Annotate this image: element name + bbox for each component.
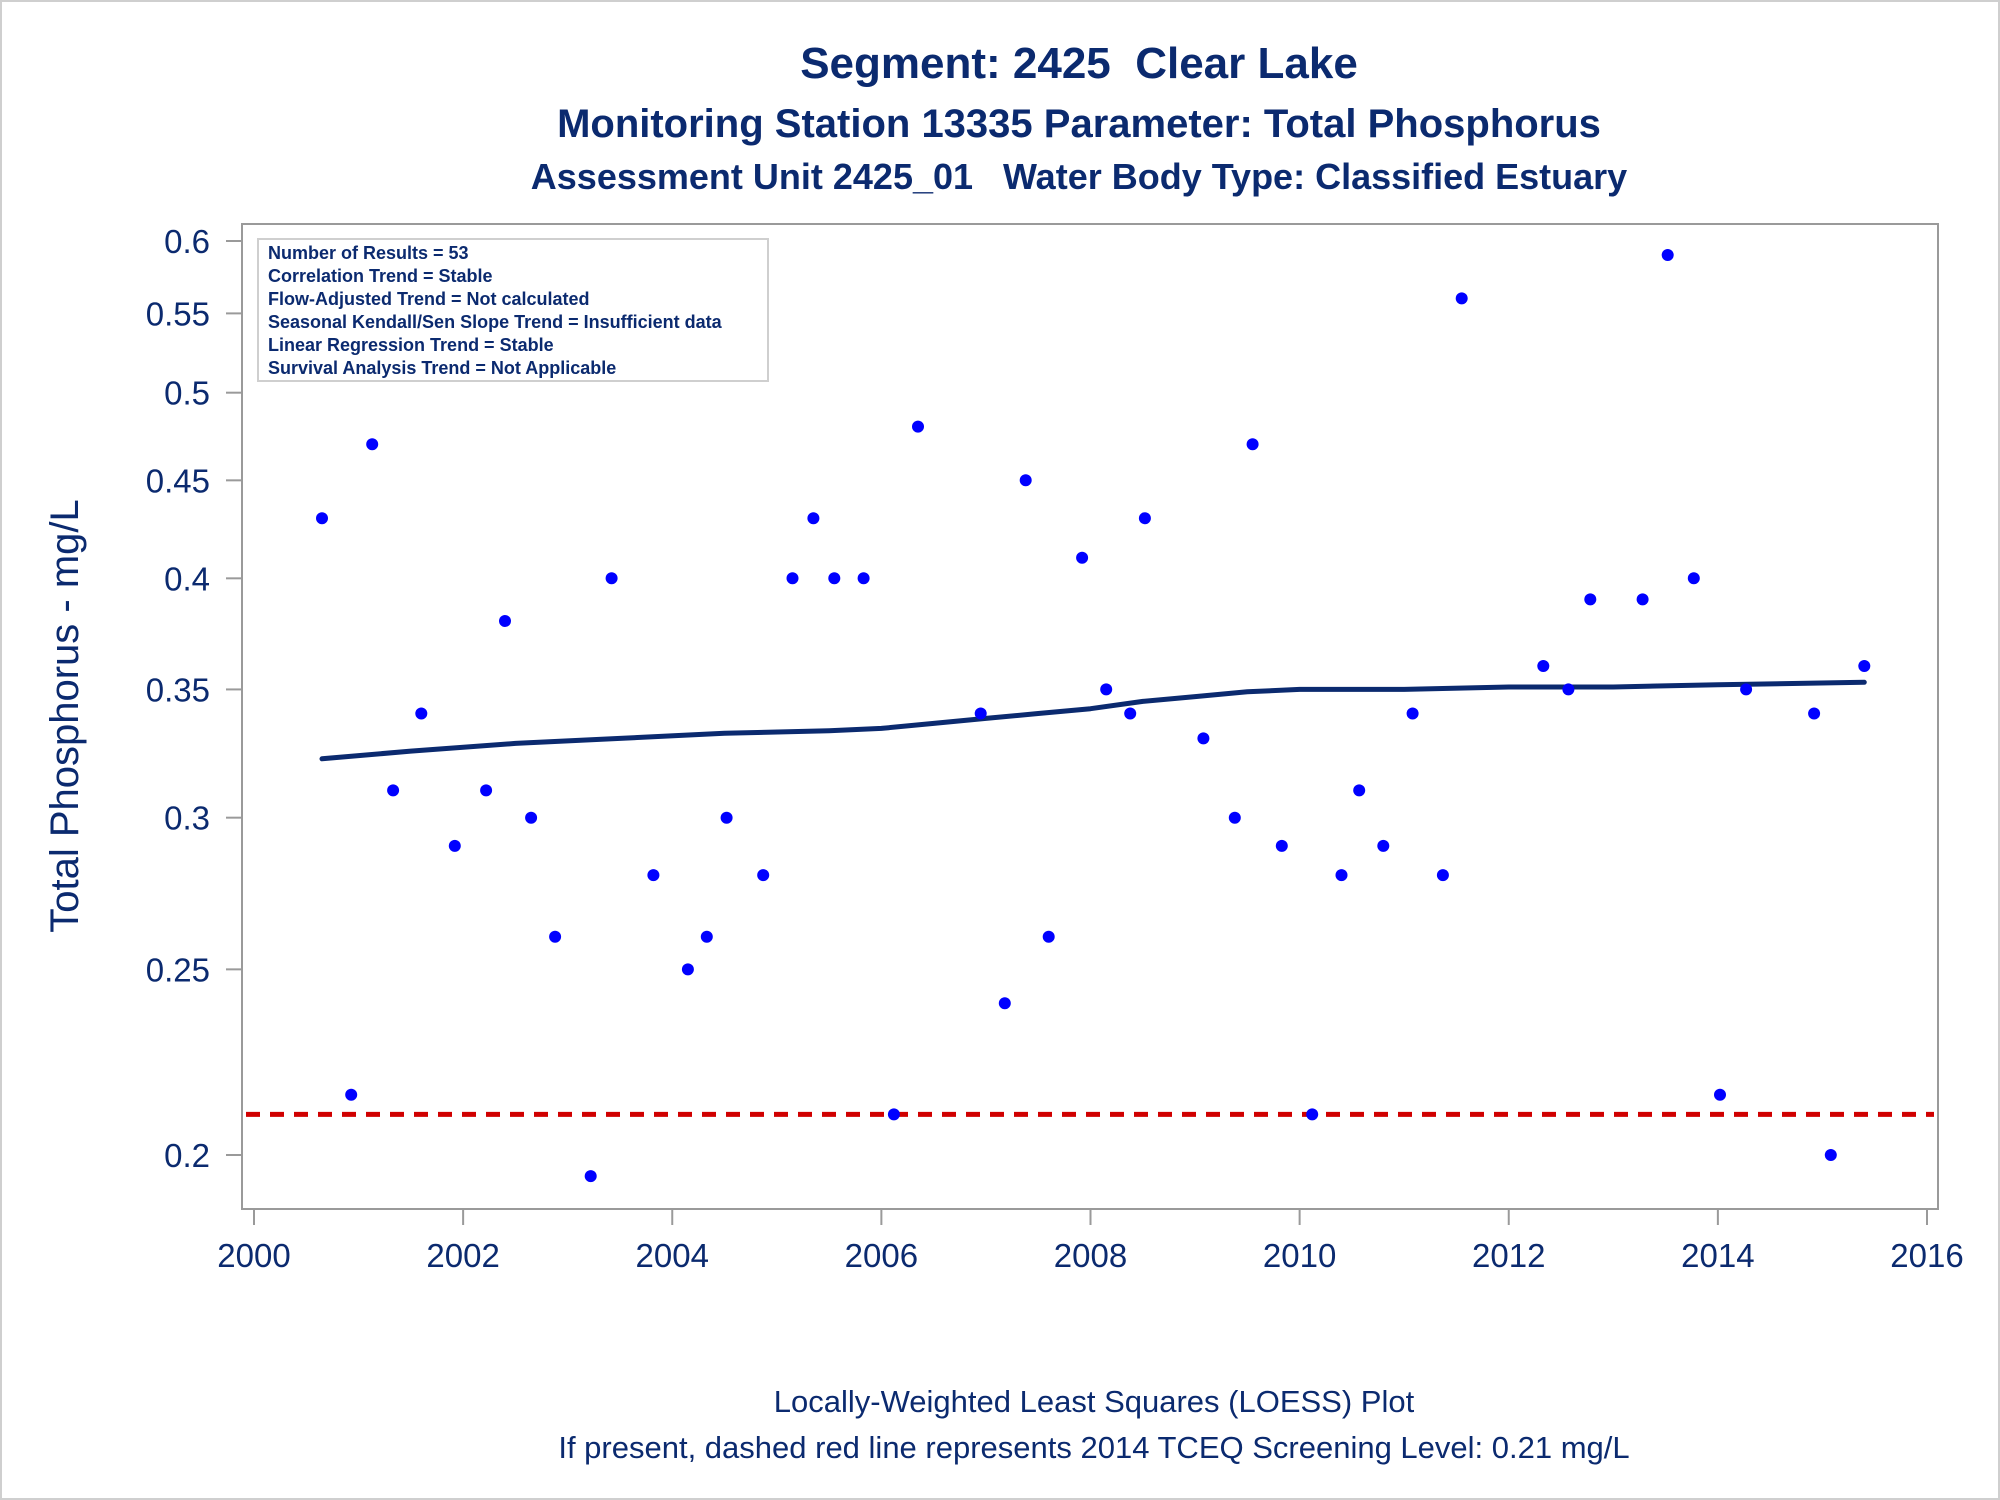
data-point [912,420,924,433]
y-tick-label: 0.25 [146,951,210,988]
data-point [1197,732,1210,745]
data-point [1406,707,1419,720]
data-point [786,572,799,585]
chart-title: Segment: 2425 Clear Lake [800,39,1358,88]
loess-line [319,679,1867,762]
data-point [480,784,493,797]
data-point [647,869,660,882]
data-point [720,811,733,824]
data-point [887,1108,900,1121]
data-point [605,572,618,585]
data-point [1537,660,1550,672]
data-point [549,930,562,943]
data-point [1275,839,1288,852]
x-tick-label: 2006 [845,1237,918,1274]
data-point [448,839,461,852]
plot-area [241,223,1939,1210]
data-point [1740,683,1753,696]
data-point [1076,551,1089,564]
data-point [1455,292,1468,305]
y-tick-label: 0.2 [164,1137,210,1174]
x-tick-label: 2000 [217,1237,290,1274]
y-axis-label: Total Phosphorus - mg/L [43,499,87,933]
x-tick-label: 2010 [1263,1237,1336,1274]
data-point [807,512,820,525]
info-line-2: Correlation Trend = Stable [268,266,493,286]
data-point [1138,512,1151,525]
data-point [1377,839,1390,852]
data-point [525,811,538,824]
chart-subtitle-2: Assessment Unit 2425_01 Water Body Type:… [531,156,1627,197]
data-point [828,572,841,585]
y-tick-label: 0.35 [146,671,210,708]
data-point [1306,1108,1319,1121]
data-point [974,707,987,720]
y-tick-label: 0.55 [146,295,210,332]
data-point [1353,784,1366,797]
x-tick-label: 2014 [1681,1237,1754,1274]
data-point [1858,660,1871,672]
data-point [584,1170,597,1183]
data-point [857,572,870,585]
info-line-1: Number of Results = 53 [268,243,469,263]
info-line-4: Seasonal Kendall/Sen Slope Trend = Insuf… [268,312,723,332]
data-point [387,784,400,797]
info-line-6: Survival Analysis Trend = Not Applicable [268,358,616,378]
data-point [499,615,511,627]
data-point [1562,683,1575,696]
footnote-1: Locally-Weighted Least Squares (LOESS) P… [774,1384,1415,1419]
data-point [366,438,379,451]
data-point [1714,1088,1726,1101]
data-point [1436,869,1449,882]
y-tick-label: 0.45 [146,462,210,499]
footnote-2: If present, dashed red line represents 2… [558,1430,1629,1465]
data-point [1824,1149,1837,1161]
data-point [1100,683,1113,696]
data-point [1661,249,1674,261]
data-point [681,963,694,976]
x-tick-label: 2008 [1054,1237,1127,1274]
data-point [316,512,328,525]
data-point [1584,593,1597,606]
x-tick-label: 2012 [1472,1237,1545,1274]
x-axis: 2000 2002 2004 2006 2008 2010 2012 2014 2016 [217,1209,1964,1274]
y-tick-label: 0.6 [164,223,210,260]
data-point [1687,572,1700,585]
y-tick-label: 0.5 [164,375,210,412]
info-box-frame [257,238,769,382]
data-point [1246,438,1259,451]
data-point [1042,930,1055,943]
x-tick-label: 2004 [636,1237,709,1274]
data-point [700,930,713,943]
data-point [1808,707,1821,720]
info-line-3: Flow-Adjusted Trend = Not calculated [268,289,590,309]
data-point [1124,707,1137,720]
x-tick-label: 2016 [1890,1237,1963,1274]
data-point [1228,811,1241,824]
y-tick-label: 0.4 [164,560,210,597]
data-point [1636,593,1649,606]
info-line-5: Linear Regression Trend = Stable [268,335,554,355]
data-point [415,707,428,720]
data-point [345,1088,358,1101]
chart-subtitle: Monitoring Station 13335 Parameter: Tota… [557,102,1601,146]
y-axis: 0.2 0.25 0.3 0.35 0.4 0.45 0.5 0.55 0.6 [146,223,242,1174]
data-points [316,249,1871,1183]
data-point [1019,474,1032,487]
x-tick-label: 2002 [426,1237,499,1274]
y-tick-label: 0.3 [164,800,210,837]
info-box: Number of Results = 53 Correlation Trend… [257,238,769,382]
data-point [757,869,770,882]
data-point [1335,869,1348,882]
data-point [998,997,1011,1010]
